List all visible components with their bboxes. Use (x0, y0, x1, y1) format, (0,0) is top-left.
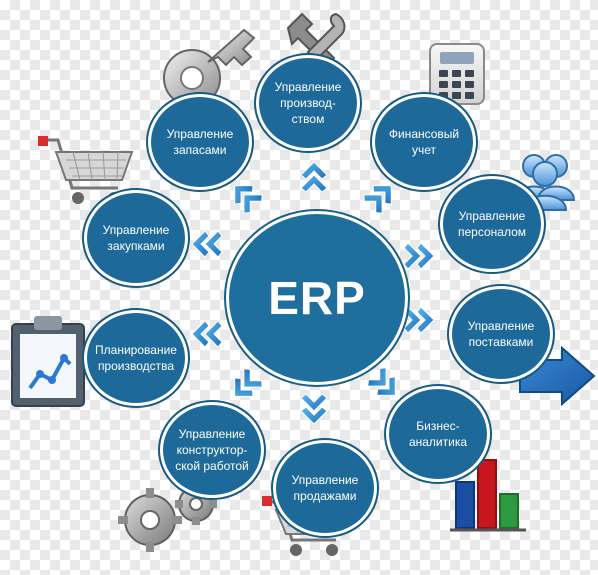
node-business-intelligence: Бизнес- аналитика (386, 386, 490, 482)
node-label: Управление персоналом (457, 208, 526, 239)
arrow-to-bi (367, 367, 396, 396)
node-label: Управление продажами (291, 472, 359, 503)
arrow-to-planning (191, 320, 223, 348)
node-label: Финансовый учет (388, 126, 460, 157)
node-personnel-management: Управление персоналом (440, 176, 544, 272)
bar-chart-icon (450, 459, 526, 532)
node-inventory-management: Управление запасами (148, 94, 252, 190)
node-supply-management: Управление поставками (449, 286, 553, 382)
node-sales-management: Управление продажами (273, 440, 377, 536)
arrow-to-inventory (234, 185, 263, 214)
node-label: Управление поставками (467, 318, 535, 349)
arrow-to-finance (363, 185, 392, 214)
node-production-management: Управление производ- ством (256, 55, 360, 151)
node-design-work-management: Управление конструктор- ской работой (160, 402, 264, 498)
node-label: Управление конструктор- ской работой (175, 426, 249, 474)
node-label: Планирование производства (95, 342, 177, 373)
erp-hub: ERP (226, 211, 408, 385)
clipboard-chart-icon (11, 316, 85, 407)
node-production-planning: Планирование производства (84, 310, 188, 406)
node-label: Бизнес- аналитика (408, 418, 468, 449)
arrow-to-purchasing (191, 230, 223, 258)
arrow-group (191, 161, 435, 425)
erp-label: ERP (268, 272, 366, 324)
node-finance: Финансовый учет (372, 94, 476, 190)
arrow-to-sales (300, 393, 328, 425)
key-icon (163, 28, 256, 107)
arrow-to-design (234, 368, 263, 397)
node-purchasing-management: Управление закупками (84, 190, 188, 286)
arrow-to-production (300, 161, 328, 193)
node-label: Управление производ- ством (274, 79, 342, 127)
node-label: Управление запасами (166, 126, 234, 157)
node-label: Управление закупками (102, 222, 170, 253)
gears-icon (118, 483, 217, 552)
arrow-to-supply (403, 306, 435, 334)
arrow-to-personnel (403, 242, 435, 270)
